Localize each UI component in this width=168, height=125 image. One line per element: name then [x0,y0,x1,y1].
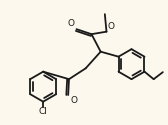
Text: O: O [107,22,114,31]
Text: O: O [67,19,74,28]
Text: O: O [71,96,78,105]
Text: Cl: Cl [39,108,48,116]
